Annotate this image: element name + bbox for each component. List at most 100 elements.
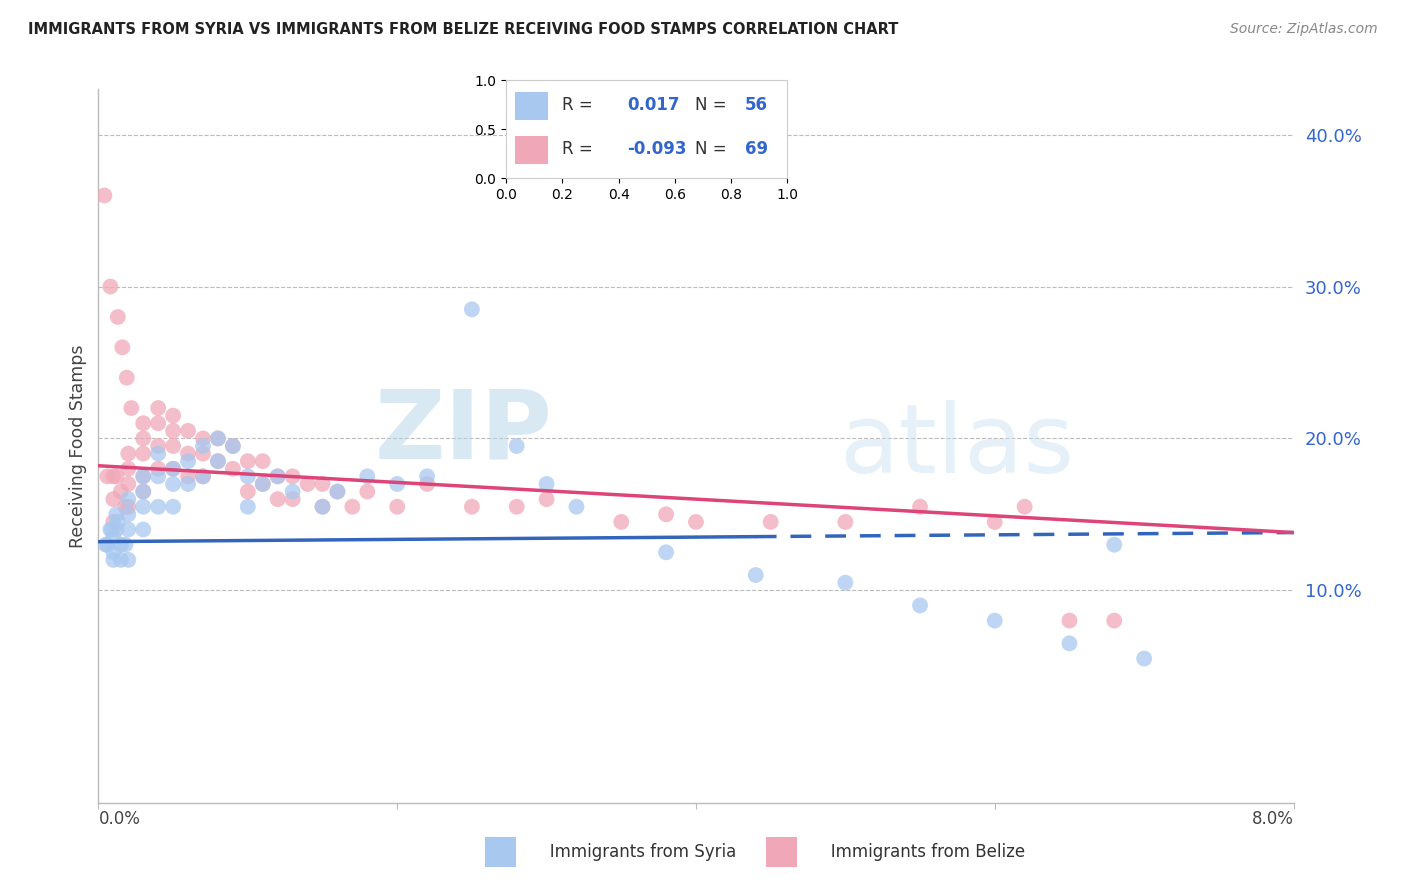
Point — [105, 508, 128, 522]
Point — [759, 515, 782, 529]
Point — [191, 469, 214, 483]
FancyBboxPatch shape — [515, 92, 548, 120]
Point — [117, 477, 139, 491]
Text: Source: ZipAtlas.com: Source: ZipAtlas.com — [1230, 22, 1378, 37]
Point — [107, 310, 129, 324]
Point — [1133, 651, 1156, 665]
Point — [132, 416, 155, 430]
Point — [565, 500, 588, 514]
Point — [117, 492, 139, 507]
Point — [110, 484, 132, 499]
Point — [191, 431, 214, 445]
Point — [222, 462, 245, 476]
Point — [117, 508, 139, 522]
Text: -0.093: -0.093 — [627, 140, 686, 159]
Point — [655, 545, 678, 559]
Point — [148, 447, 170, 461]
Point — [281, 492, 304, 507]
Point — [281, 469, 304, 483]
Point — [326, 484, 349, 499]
Point — [506, 439, 529, 453]
Point — [96, 469, 118, 483]
FancyBboxPatch shape — [515, 136, 548, 164]
Point — [252, 477, 274, 491]
Point — [536, 492, 558, 507]
Point — [101, 523, 124, 537]
Point — [908, 500, 931, 514]
Point — [177, 469, 200, 483]
Point — [110, 538, 132, 552]
Point — [207, 431, 229, 445]
Point — [461, 302, 484, 317]
Point — [132, 500, 155, 514]
Point — [115, 370, 138, 384]
Point — [111, 340, 134, 354]
Point — [177, 477, 200, 491]
Point — [148, 401, 170, 415]
Text: Immigrants from Syria: Immigrants from Syria — [534, 843, 737, 861]
Point — [311, 477, 333, 491]
Point — [536, 477, 558, 491]
Point — [93, 188, 115, 202]
Point — [416, 469, 439, 483]
Point — [117, 462, 139, 476]
Point — [96, 538, 118, 552]
Point — [236, 500, 259, 514]
Point — [148, 500, 170, 514]
Point — [103, 469, 125, 483]
Point — [207, 431, 229, 445]
Text: R =: R = — [562, 140, 593, 159]
Point — [132, 484, 155, 499]
Point — [162, 424, 184, 438]
Point — [103, 530, 125, 544]
Text: 8.0%: 8.0% — [1251, 811, 1294, 829]
Point — [177, 454, 200, 468]
Point — [117, 447, 139, 461]
Point — [98, 279, 122, 293]
Point — [267, 469, 290, 483]
Point — [1102, 538, 1125, 552]
Text: ZIP: ZIP — [374, 385, 553, 478]
Text: R =: R = — [562, 96, 593, 114]
Point — [103, 553, 125, 567]
Point — [834, 575, 856, 590]
Point — [297, 477, 319, 491]
Point — [94, 538, 117, 552]
Point — [281, 484, 304, 499]
Point — [267, 492, 290, 507]
Point — [191, 447, 214, 461]
Point — [983, 515, 1005, 529]
Point — [117, 553, 139, 567]
Point — [98, 523, 122, 537]
Point — [162, 462, 184, 476]
Point — [1059, 614, 1081, 628]
Point — [107, 515, 129, 529]
Point — [385, 500, 409, 514]
Point — [162, 500, 184, 514]
Point — [908, 599, 931, 613]
Point — [834, 515, 856, 529]
Point — [356, 469, 378, 483]
Text: atlas: atlas — [839, 400, 1074, 492]
Point — [162, 439, 184, 453]
Point — [132, 447, 155, 461]
Point — [745, 568, 768, 582]
Point — [132, 431, 155, 445]
Point — [132, 523, 155, 537]
Point — [162, 477, 184, 491]
Point — [103, 515, 125, 529]
Point — [132, 484, 155, 499]
Point — [685, 515, 707, 529]
Point — [105, 469, 128, 483]
Point — [103, 545, 125, 559]
Point — [610, 515, 633, 529]
Point — [1014, 500, 1036, 514]
Point — [103, 492, 125, 507]
Point — [132, 469, 155, 483]
Point — [236, 469, 259, 483]
Point — [506, 500, 529, 514]
Point — [983, 614, 1005, 628]
Point — [1102, 614, 1125, 628]
Point — [114, 538, 136, 552]
Point — [267, 469, 290, 483]
